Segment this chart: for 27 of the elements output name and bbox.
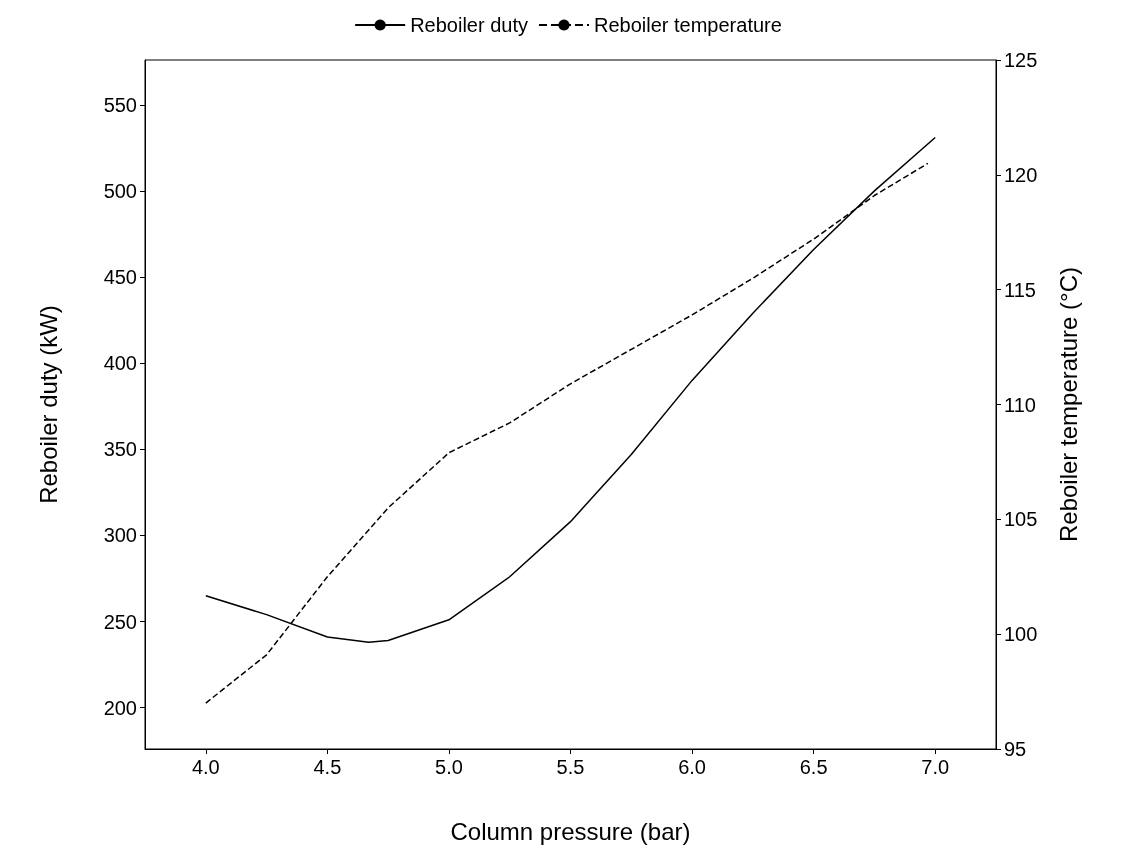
y2-tick-label: 105	[1004, 508, 1038, 531]
y-axis-title: Reboiler duty (kW)	[34, 305, 62, 504]
x-tick-label: 5.0	[435, 756, 463, 778]
y-tick-label: 350	[103, 438, 137, 461]
y2-tick-label: 115	[1004, 278, 1036, 301]
y-tick-label: 250	[103, 610, 137, 633]
legend-label: Reboiler temperature	[593, 14, 782, 36]
x-tick-label: 6.5	[799, 756, 828, 778]
x-tick-label: 4.5	[313, 756, 342, 778]
y-tick-label: 500	[103, 179, 137, 202]
x-tick-label: 6.0	[678, 756, 706, 778]
y-tick-label: 300	[103, 524, 137, 547]
y-tick-label: 400	[103, 352, 137, 375]
y-tick-label: 550	[103, 93, 137, 116]
y2-tick-label: 100	[1004, 623, 1038, 646]
x-tick-label: 5.5	[556, 756, 585, 778]
x-tick-label: 7.0	[921, 756, 950, 778]
y2-tick-label: 120	[1004, 163, 1038, 186]
y-tick-label: 200	[103, 696, 137, 719]
y2-tick-label: 110	[1004, 393, 1036, 416]
y-tick-label: 450	[103, 266, 137, 289]
x-axis-title: Column pressure (bar)	[450, 817, 691, 845]
y2-tick-label: 95	[1004, 738, 1027, 760]
y2-axis-title: Reboiler temperature (°C)	[1054, 266, 1082, 543]
y2-tick-label: 125	[1004, 49, 1038, 71]
x-tick-label: 4.0	[191, 756, 220, 778]
legend-label: Reboiler duty	[410, 14, 528, 36]
